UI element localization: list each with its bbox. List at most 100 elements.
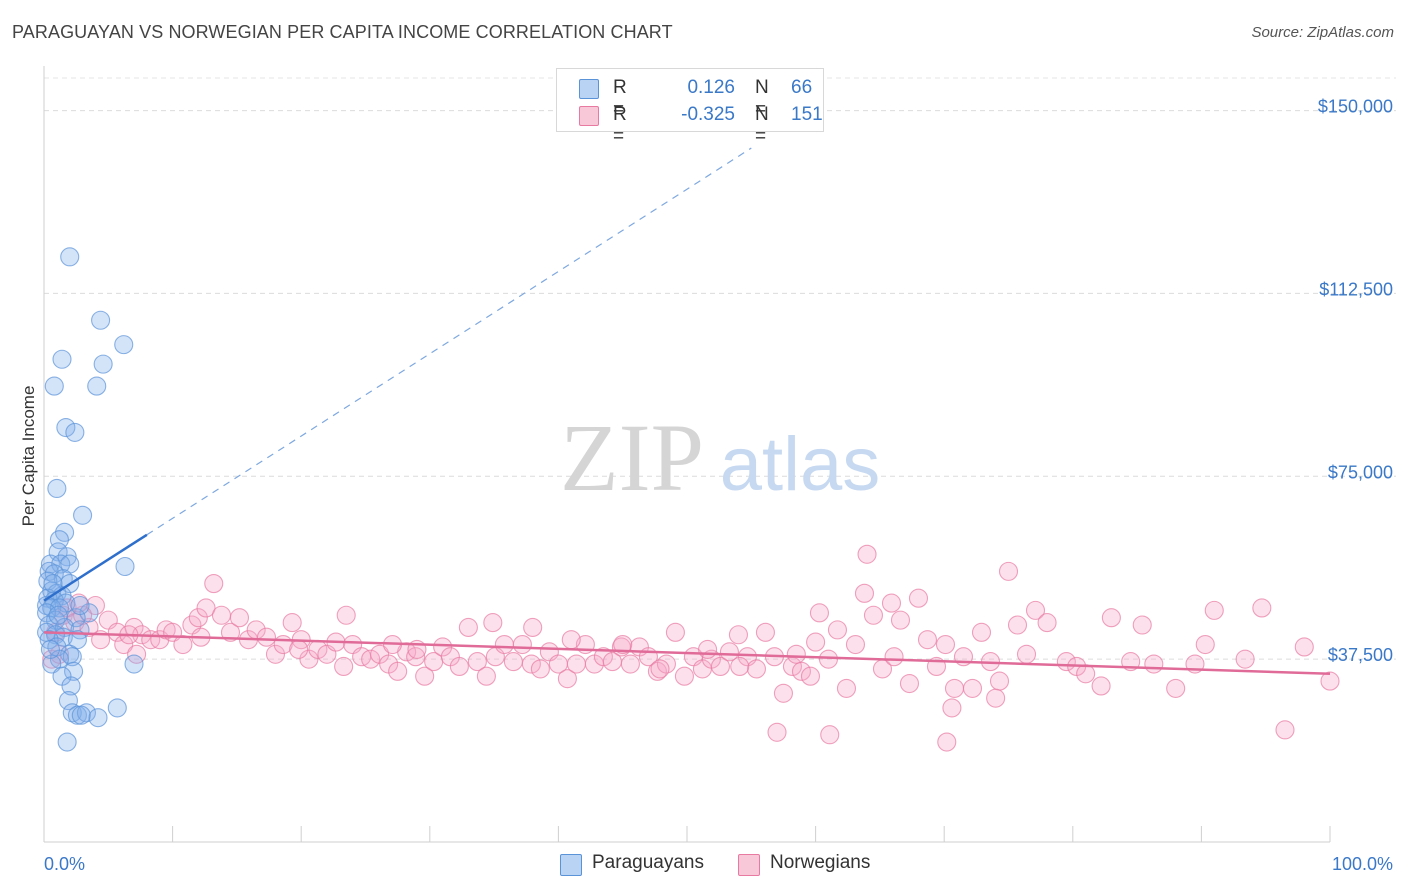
norwegian-point: [1195, 634, 1215, 655]
x-tick-label: 0.0%: [44, 854, 85, 874]
norwegian-point: [406, 647, 426, 667]
norwegian-point: [908, 588, 929, 608]
norwegian-point: [806, 632, 826, 652]
y-tick-label: $112,500: [1319, 279, 1393, 299]
norwegian-point: [656, 654, 676, 674]
norwegian-point: [415, 666, 435, 686]
watermark-zip: ZIP: [560, 404, 704, 511]
norwegian-point: [809, 603, 830, 623]
gridlines: [44, 77, 1396, 660]
paraguayan-point: [65, 422, 85, 442]
norwegian-point: [989, 671, 1010, 691]
paraguayan-point: [70, 595, 90, 616]
paraguayan-point: [115, 556, 135, 577]
norwegian-point: [1235, 649, 1255, 669]
legend-swatch-norwegians: [579, 106, 599, 126]
norwegian-point: [433, 637, 453, 657]
norwegian-point: [483, 613, 503, 633]
paraguayan-point: [76, 703, 96, 723]
correlation-legend: R = 0.126 N = 66 R = -0.325 N = 151: [556, 68, 824, 147]
paraguayans-trend-line: [43, 533, 148, 602]
norwegian-point: [1076, 664, 1096, 684]
y-axis-label: Per Capita Income: [19, 386, 38, 527]
norwegians-points: [42, 544, 1340, 752]
norwegian-point: [884, 647, 904, 667]
norwegian-point: [674, 666, 694, 686]
paraguayan-point: [44, 564, 64, 584]
norwegian-point: [1320, 671, 1340, 691]
legend-swatch-paraguayans: [579, 79, 599, 99]
norwegian-point: [196, 598, 216, 618]
norwegian-point: [719, 642, 739, 662]
paraguayan-point: [107, 698, 127, 718]
paraguayan-point: [57, 732, 77, 752]
norwegian-point: [786, 644, 806, 664]
y-tick-label: $150,000: [1318, 97, 1393, 117]
norwegian-point: [1091, 676, 1111, 696]
norwegian-point: [818, 649, 839, 669]
chart-title: PARAGUAYAN VS NORWEGIAN PER CAPITA INCOM…: [12, 22, 673, 42]
paraguayan-point: [49, 530, 69, 550]
y-tick-label: $75,000: [1328, 462, 1393, 482]
norwegian-point: [971, 622, 992, 642]
norwegian-point: [467, 652, 487, 672]
norwegian-point: [1275, 720, 1295, 740]
paraguayan-point: [39, 630, 59, 650]
norwegian-point: [361, 649, 381, 669]
norwegian-point: [767, 722, 787, 742]
norwegian-point: [173, 634, 193, 655]
norwegian-point: [1101, 608, 1121, 628]
paraguayan-point: [40, 554, 60, 574]
watermark-atlas: atlas: [720, 422, 881, 507]
norwegians-trend-line: [43, 631, 1331, 676]
norwegian-point: [863, 605, 884, 625]
legend-label-paraguayans: Paraguayans: [592, 852, 704, 873]
paraguayan-point: [42, 654, 62, 674]
paraguayan-point: [88, 708, 108, 728]
source-label: Source: ZipAtlas.com: [1251, 24, 1394, 41]
norwegian-point: [388, 661, 408, 681]
norwegian-point: [1166, 678, 1186, 698]
watermark: ZIP atlas: [560, 404, 880, 511]
paraguayan-point: [52, 349, 72, 369]
r-label: R =: [613, 104, 627, 147]
norwegian-point: [204, 574, 224, 594]
norwegian-point: [334, 656, 354, 677]
norwegian-point: [845, 634, 866, 655]
norwegian-point: [937, 732, 957, 752]
norwegian-point: [1007, 615, 1028, 635]
n-value: 151: [791, 104, 823, 125]
paraguayan-point: [43, 574, 63, 594]
paraguayan-point: [71, 705, 91, 725]
paraguayan-point: [57, 547, 77, 567]
norwegian-point: [1252, 598, 1272, 618]
norwegian-point: [1132, 615, 1152, 635]
paraguayan-point: [40, 639, 60, 659]
norwegian-point: [557, 669, 577, 689]
norwegian-point: [881, 593, 902, 613]
norwegian-point: [521, 654, 541, 674]
norwegian-point: [566, 654, 586, 674]
norwegian-point: [820, 725, 840, 745]
norwegian-point: [289, 639, 309, 659]
norwegian-point: [523, 617, 543, 637]
paraguayan-point: [47, 478, 67, 499]
norwegian-point: [1037, 613, 1057, 633]
paraguayan-point: [60, 247, 80, 267]
paraguayan-point: [64, 661, 84, 681]
paraguayan-point: [49, 598, 69, 618]
norwegian-point: [827, 620, 848, 640]
paraguayans-points: [37, 247, 144, 752]
norwegian-point: [746, 659, 766, 679]
norwegian-point: [665, 622, 685, 642]
paraguayan-point: [114, 335, 134, 355]
legend-swatch-paraguayans: [560, 854, 582, 876]
paraguayan-point: [44, 376, 64, 396]
paraguayan-point: [67, 630, 87, 650]
paraguayan-point: [56, 417, 76, 438]
paraguayan-point: [87, 376, 107, 396]
norwegian-point: [265, 644, 286, 664]
norwegian-point: [620, 654, 640, 674]
norwegian-point: [935, 634, 956, 655]
